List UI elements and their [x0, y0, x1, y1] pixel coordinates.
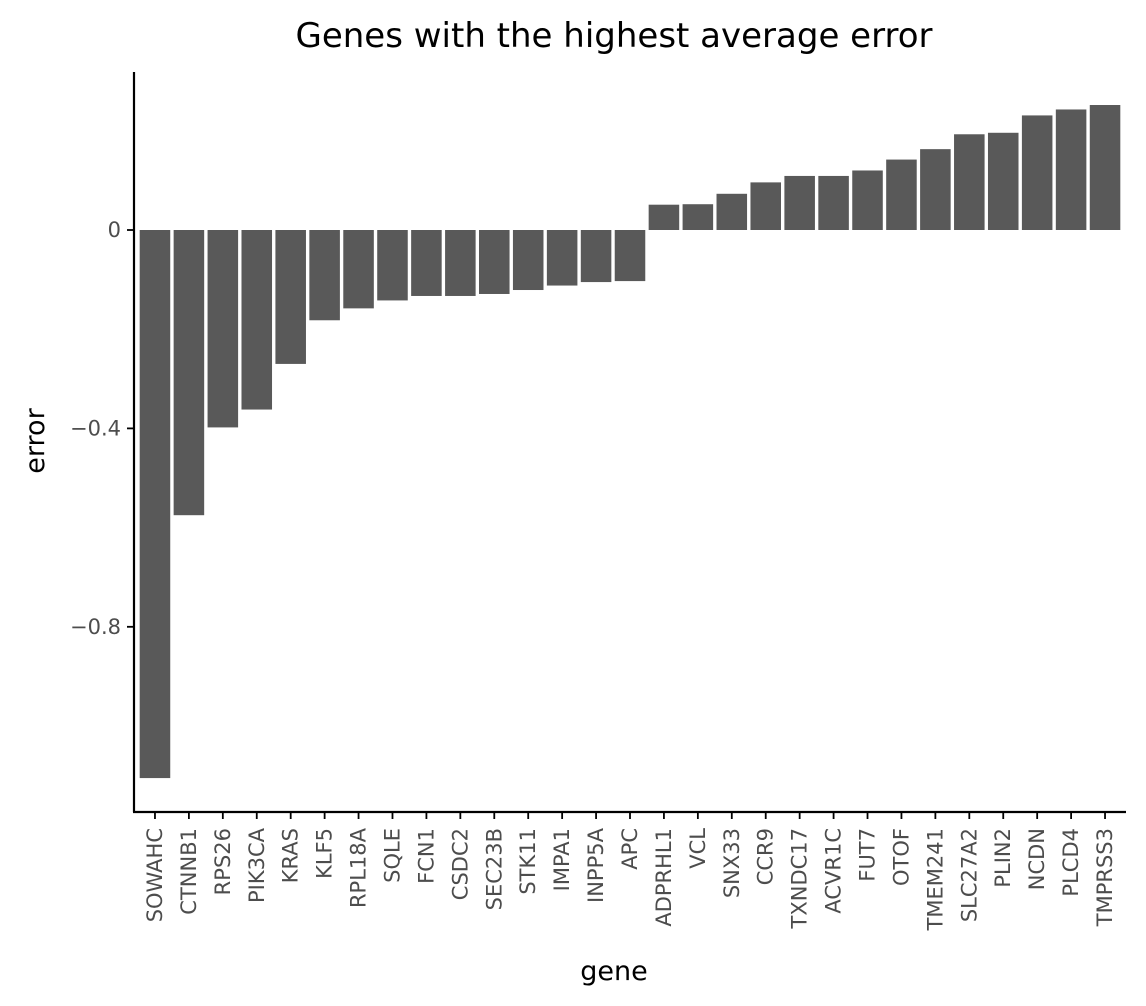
- bar-ctnnb1: [173, 230, 205, 516]
- bar-stk11: [512, 230, 544, 291]
- bar-rps26: [207, 230, 239, 428]
- x-tick-label-sec23b: SEC23B: [482, 828, 506, 910]
- x-tick-label-sowahc: SOWAHC: [143, 828, 167, 922]
- bar-kras: [275, 230, 306, 364]
- bar-ncdn: [1021, 115, 1053, 230]
- x-tick-label-klf5: KLF5: [313, 828, 337, 879]
- x-tick-label-tmem241: TMEM241: [923, 828, 947, 931]
- bar-fut7: [852, 170, 883, 230]
- x-tick-label-tmprss3: TMPRSS3: [1093, 828, 1117, 927]
- x-tick-label-pik3ca: PIK3CA: [245, 827, 269, 903]
- x-tick-label-acvr1c: ACVR1C: [822, 828, 846, 914]
- bar-plin2: [987, 132, 1019, 230]
- y-tick-label: −0.4: [70, 416, 121, 440]
- bar-adprhl1: [648, 204, 680, 230]
- x-tick-label-csdc2: CSDC2: [448, 828, 472, 900]
- y-tick-label: −0.8: [70, 615, 121, 639]
- bar-otof: [886, 159, 917, 230]
- bar-impa1: [546, 230, 578, 286]
- bar-vcl: [682, 204, 714, 230]
- bar-acvr1c: [818, 175, 849, 230]
- x-tick-label-otof: OTOF: [889, 828, 913, 886]
- bar-plcd4: [1055, 109, 1087, 230]
- x-axis-ticks: SOWAHC CTNNB1 RPS26 PIK3CA KRAS KLF5 RPL18A SQL…: [143, 812, 1117, 931]
- bar-klf5: [309, 230, 340, 321]
- x-tick-label-txndc17: TXNDC17: [788, 828, 812, 929]
- x-tick-label-rpl18a: RPL18A: [347, 827, 371, 908]
- x-tick-label-plin2: PLIN2: [991, 828, 1015, 888]
- bar-sec23b: [479, 230, 510, 294]
- x-tick-label-fut7: FUT7: [856, 828, 880, 882]
- bar-fcn1: [411, 230, 442, 296]
- y-tick-label: 0: [108, 218, 121, 242]
- x-tick-label-fcn1: FCN1: [414, 828, 438, 884]
- bar-csdc2: [445, 230, 476, 296]
- x-tick-label-impa1: IMPA1: [550, 828, 574, 891]
- x-tick-label-rps26: RPS26: [211, 828, 235, 895]
- x-tick-label-snx33: SNX33: [720, 828, 744, 898]
- bar-slc27a2: [954, 134, 985, 230]
- bar-ccr9: [750, 182, 781, 230]
- y-axis-ticks: 0 −0.4 −0.8: [70, 218, 134, 639]
- bar-txndc17: [784, 175, 815, 230]
- x-tick-label-sqle: SQLE: [380, 828, 404, 883]
- bar-tmem241: [920, 149, 951, 230]
- x-tick-label-plcd4: PLCD4: [1059, 828, 1083, 897]
- chart-title: Genes with the highest average error: [295, 16, 932, 56]
- x-tick-label-stk11: STK11: [516, 828, 540, 895]
- x-tick-label-ccr9: CCR9: [754, 828, 778, 885]
- bar-sqle: [377, 230, 408, 301]
- x-tick-label-apc: APC: [618, 828, 642, 870]
- bar-sowahc: [139, 230, 171, 779]
- x-tick-label-inpp5a: INPP5A: [584, 827, 608, 903]
- bar-apc: [614, 230, 646, 282]
- bar-snx33: [716, 193, 748, 230]
- bar-tmprss3: [1089, 105, 1121, 230]
- x-tick-label-kras: KRAS: [279, 828, 303, 883]
- x-tick-label-ncdn: NCDN: [1025, 828, 1049, 890]
- x-axis-title: gene: [580, 956, 647, 987]
- x-tick-label-slc27a2: SLC27A2: [957, 828, 981, 922]
- bars-group: [139, 105, 1121, 779]
- x-tick-label-ctnnb1: CTNNB1: [177, 828, 201, 915]
- x-tick-label-vcl: VCL: [686, 828, 710, 869]
- x-tick-label-adprhl1: ADPRHL1: [652, 828, 676, 927]
- bar-inpp5a: [580, 230, 612, 283]
- bar-rpl18a: [343, 230, 374, 309]
- bar-pik3ca: [241, 230, 273, 410]
- y-axis-title: error: [20, 407, 51, 473]
